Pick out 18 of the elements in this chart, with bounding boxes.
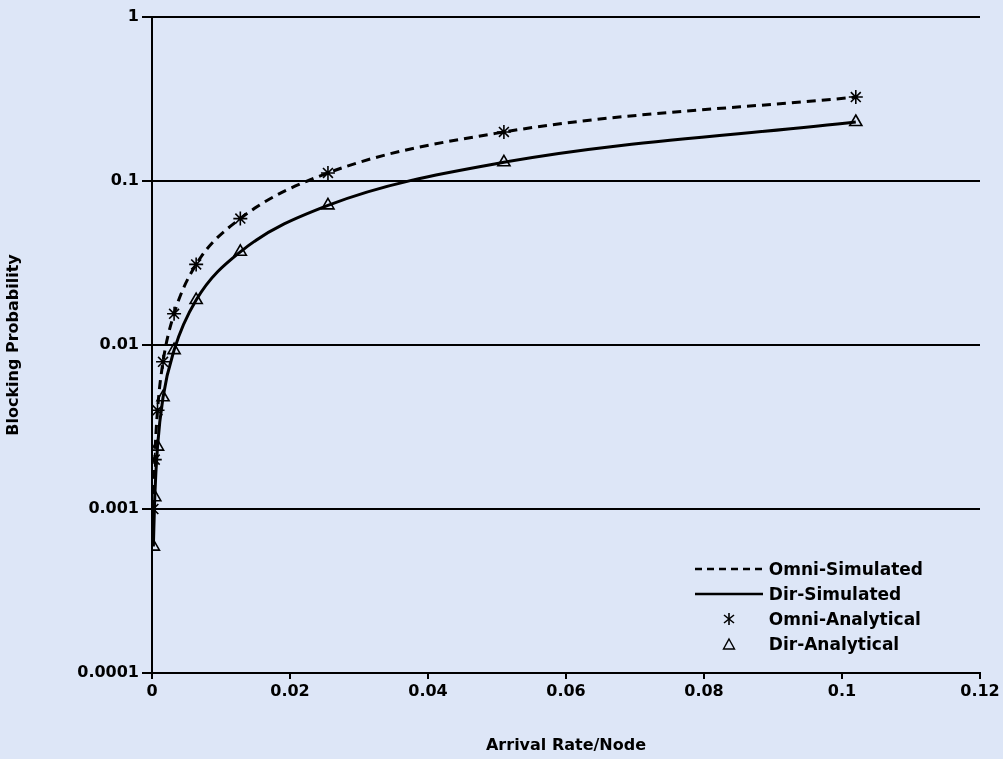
x-tick-label: 0.02	[270, 680, 310, 700]
legend-label: Dir-Simulated	[768, 584, 902, 604]
legend-label: Omni-Simulated	[768, 559, 923, 579]
x-tick-label: 0	[146, 680, 158, 700]
x-tick-label: 0.12	[960, 680, 1000, 700]
y-tick-label: 0.01	[99, 334, 139, 354]
y-tick-label: 0.0001	[77, 662, 139, 682]
x-tick-label: 0.08	[684, 680, 724, 700]
x-axis-title: Arrival Rate/Node	[485, 734, 647, 754]
x-tick-label: 0.1	[827, 680, 857, 700]
y-tick-label: 0.001	[88, 498, 139, 518]
y-tick-label: 1	[127, 6, 139, 26]
legend-label: Dir-Analytical	[768, 634, 900, 654]
x-tick-label: 0.06	[546, 680, 586, 700]
legend-label: Omni-Analytical	[768, 609, 921, 629]
y-axis-title: Blocking Probability	[2, 253, 22, 436]
y-tick-label: 0.1	[110, 170, 139, 190]
x-tick-label: 0.04	[408, 680, 448, 700]
